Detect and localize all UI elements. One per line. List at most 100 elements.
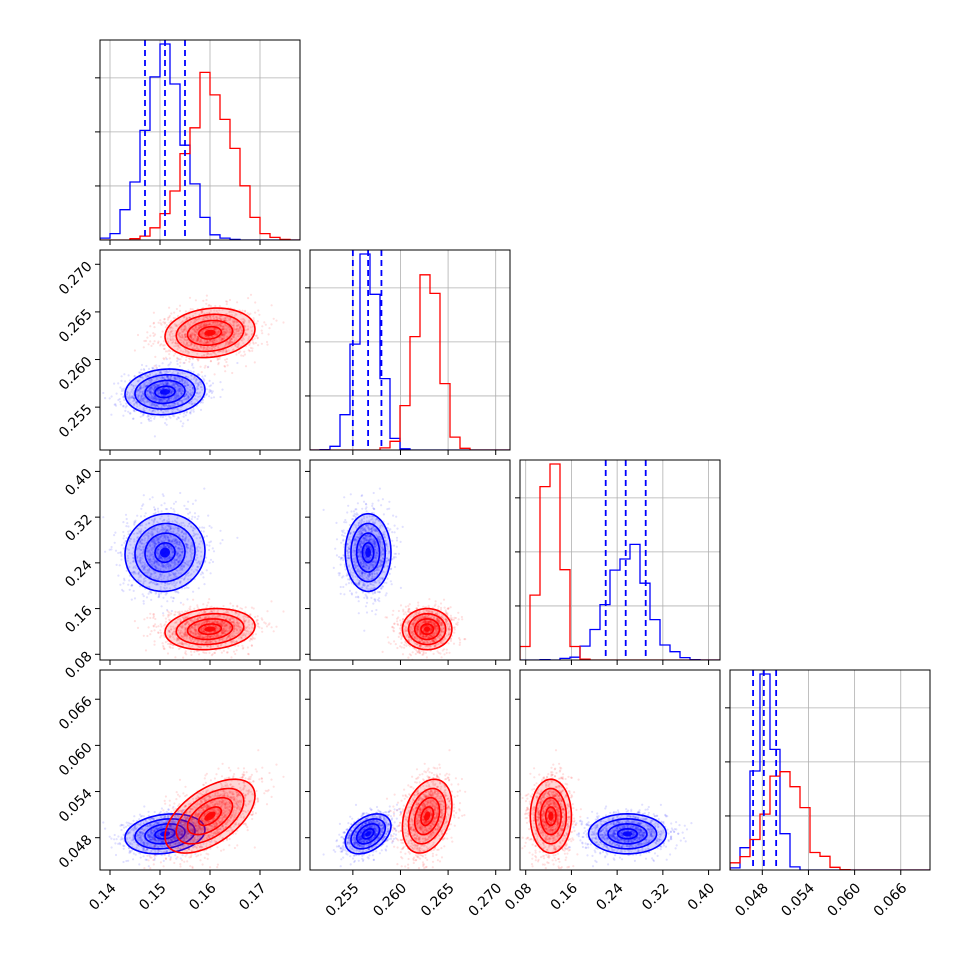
scatter-point-1-103 bbox=[181, 335, 184, 338]
scatter-point-0-966 bbox=[151, 496, 154, 499]
scatter-point-0-1359 bbox=[140, 395, 143, 398]
scatter-point-0-450 bbox=[201, 388, 204, 391]
scatter-point-0-0 bbox=[219, 542, 222, 545]
scatter-point-0-1203 bbox=[152, 404, 155, 407]
scatter-point-0-1014 bbox=[191, 502, 195, 505]
scatter-point-1-385 bbox=[154, 333, 157, 336]
scatter-point-0-1078 bbox=[184, 414, 187, 417]
scatter-point-1-358 bbox=[235, 353, 238, 356]
scatter-point-0-804 bbox=[149, 386, 152, 389]
scatter-point-0-101 bbox=[148, 389, 151, 393]
scatter-point-0-504 bbox=[145, 596, 149, 599]
scatter-point-1-75 bbox=[215, 333, 218, 336]
scatter-point-0-144 bbox=[166, 600, 169, 603]
scatter-point-0-818 bbox=[179, 389, 182, 392]
scatter-point-0-292 bbox=[150, 378, 153, 382]
scatter-point-0-803 bbox=[177, 389, 180, 392]
scatter-point-1-233 bbox=[168, 334, 171, 337]
panel-frame-0-0 bbox=[99, 39, 301, 241]
scatter-point-0-277 bbox=[148, 386, 151, 389]
scatter-point-1-1193 bbox=[255, 322, 258, 325]
scatter-point-1-2 bbox=[178, 335, 181, 338]
scatter-point-1-613 bbox=[248, 343, 251, 346]
scatter-point-0-305 bbox=[162, 394, 165, 397]
scatter-point-0-459 bbox=[179, 387, 182, 390]
scatter-point-0-760 bbox=[124, 409, 127, 412]
scatter-point-0-1001 bbox=[144, 398, 147, 401]
scatter-point-0-974 bbox=[133, 404, 136, 407]
scatter-point-0-357 bbox=[185, 384, 188, 387]
scatter-point-0-336 bbox=[124, 513, 128, 516]
scatter-point-0-50 bbox=[170, 404, 173, 407]
scatter-point-0-547 bbox=[183, 398, 186, 401]
scatter-point-1-133 bbox=[193, 321, 196, 324]
scatter-point-0-1076 bbox=[201, 401, 204, 404]
scatter-point-0-1169 bbox=[152, 404, 155, 407]
scatter-point-0-1231 bbox=[102, 391, 105, 395]
scatter-point-0-1210 bbox=[199, 408, 203, 411]
scatter-point-0-616 bbox=[147, 415, 150, 418]
scatter-point-0-876 bbox=[190, 400, 193, 403]
scatter-point-1-1391 bbox=[152, 321, 156, 324]
scatter-point-0-540 bbox=[177, 377, 180, 381]
scatter-point-0-111 bbox=[183, 394, 187, 397]
scatter-point-0-924 bbox=[139, 388, 142, 391]
scatter-point-1-105 bbox=[249, 326, 252, 329]
scatter-point-0-266 bbox=[127, 374, 130, 377]
scatter-point-1-1274 bbox=[163, 317, 166, 321]
scatter-point-0-909 bbox=[181, 399, 184, 402]
scatter-point-1-995 bbox=[152, 311, 155, 314]
scatter-point-1-285 bbox=[237, 343, 240, 346]
scatter-point-0-175 bbox=[158, 398, 161, 401]
scatter-point-0-1295 bbox=[205, 393, 209, 396]
scatter-point-0-52 bbox=[176, 393, 180, 396]
scatter-point-0-1214 bbox=[142, 392, 145, 395]
scatter-point-0-676 bbox=[151, 388, 155, 391]
scatter-point-0-505 bbox=[176, 408, 180, 411]
scatter-point-0-652 bbox=[181, 380, 184, 383]
scatter-point-0-648 bbox=[179, 420, 182, 423]
scatter-point-1-0 bbox=[218, 357, 221, 360]
scatter-point-1-1253 bbox=[168, 349, 171, 352]
scatter-point-0-848 bbox=[158, 397, 161, 401]
scatter-point-0-63 bbox=[188, 392, 191, 395]
scatter-point-0-1218 bbox=[178, 387, 182, 390]
scatter-point-0-807 bbox=[184, 397, 188, 400]
scatter-point-0-241 bbox=[199, 391, 202, 394]
scatter-point-0-1109 bbox=[185, 394, 188, 397]
scatter-point-0-673 bbox=[151, 392, 154, 395]
scatter-point-0-1385 bbox=[154, 511, 157, 514]
scatter-point-0-888 bbox=[189, 391, 192, 394]
scatter-point-0-605 bbox=[166, 382, 169, 385]
scatter-point-1-255 bbox=[185, 336, 188, 339]
scatter-point-0-465 bbox=[169, 399, 172, 402]
scatter-point-0-819 bbox=[170, 391, 173, 394]
scatter-point-0-1237 bbox=[146, 415, 149, 418]
scatter-point-0-1296 bbox=[151, 409, 154, 412]
scatter-point-1-1170 bbox=[270, 304, 273, 307]
scatter-point-0-194 bbox=[129, 396, 132, 399]
scatter-point-0-1311 bbox=[178, 412, 182, 415]
scatter-point-0-882 bbox=[143, 383, 147, 386]
scatter-point-0-1038 bbox=[161, 398, 164, 401]
scatter-point-0-410 bbox=[169, 378, 172, 381]
scatter-point-0-1033 bbox=[158, 371, 161, 374]
scatter-point-1-109 bbox=[237, 330, 240, 333]
scatter-point-1-288 bbox=[229, 339, 232, 343]
scatter-point-1-1139 bbox=[153, 326, 156, 329]
scatter-point-1-121 bbox=[217, 363, 220, 366]
scatter-point-0-1169 bbox=[152, 512, 155, 516]
scatter-point-1-48 bbox=[170, 330, 173, 333]
scatter-point-1-225 bbox=[226, 364, 229, 367]
scatter-point-0-796 bbox=[137, 394, 140, 397]
scatter-point-0-966 bbox=[151, 414, 154, 417]
scatter-point-0-38 bbox=[174, 402, 177, 405]
scatter-point-0-127 bbox=[211, 390, 214, 393]
scatter-point-0-1246 bbox=[178, 389, 181, 393]
scatter-point-0-317 bbox=[113, 403, 116, 406]
scatter-point-0-948 bbox=[140, 421, 143, 425]
scatter-point-1-700 bbox=[217, 361, 220, 364]
scatter-point-0-1338 bbox=[169, 361, 172, 364]
scatter-point-0-94 bbox=[186, 598, 189, 601]
scatter-point-1-47 bbox=[198, 317, 201, 320]
